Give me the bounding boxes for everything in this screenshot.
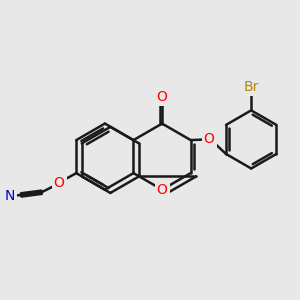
Text: O: O bbox=[54, 176, 64, 190]
Text: O: O bbox=[204, 132, 214, 146]
Text: O: O bbox=[157, 183, 167, 196]
Text: O: O bbox=[157, 90, 167, 104]
Text: Br: Br bbox=[244, 80, 259, 94]
Text: N: N bbox=[4, 189, 15, 203]
